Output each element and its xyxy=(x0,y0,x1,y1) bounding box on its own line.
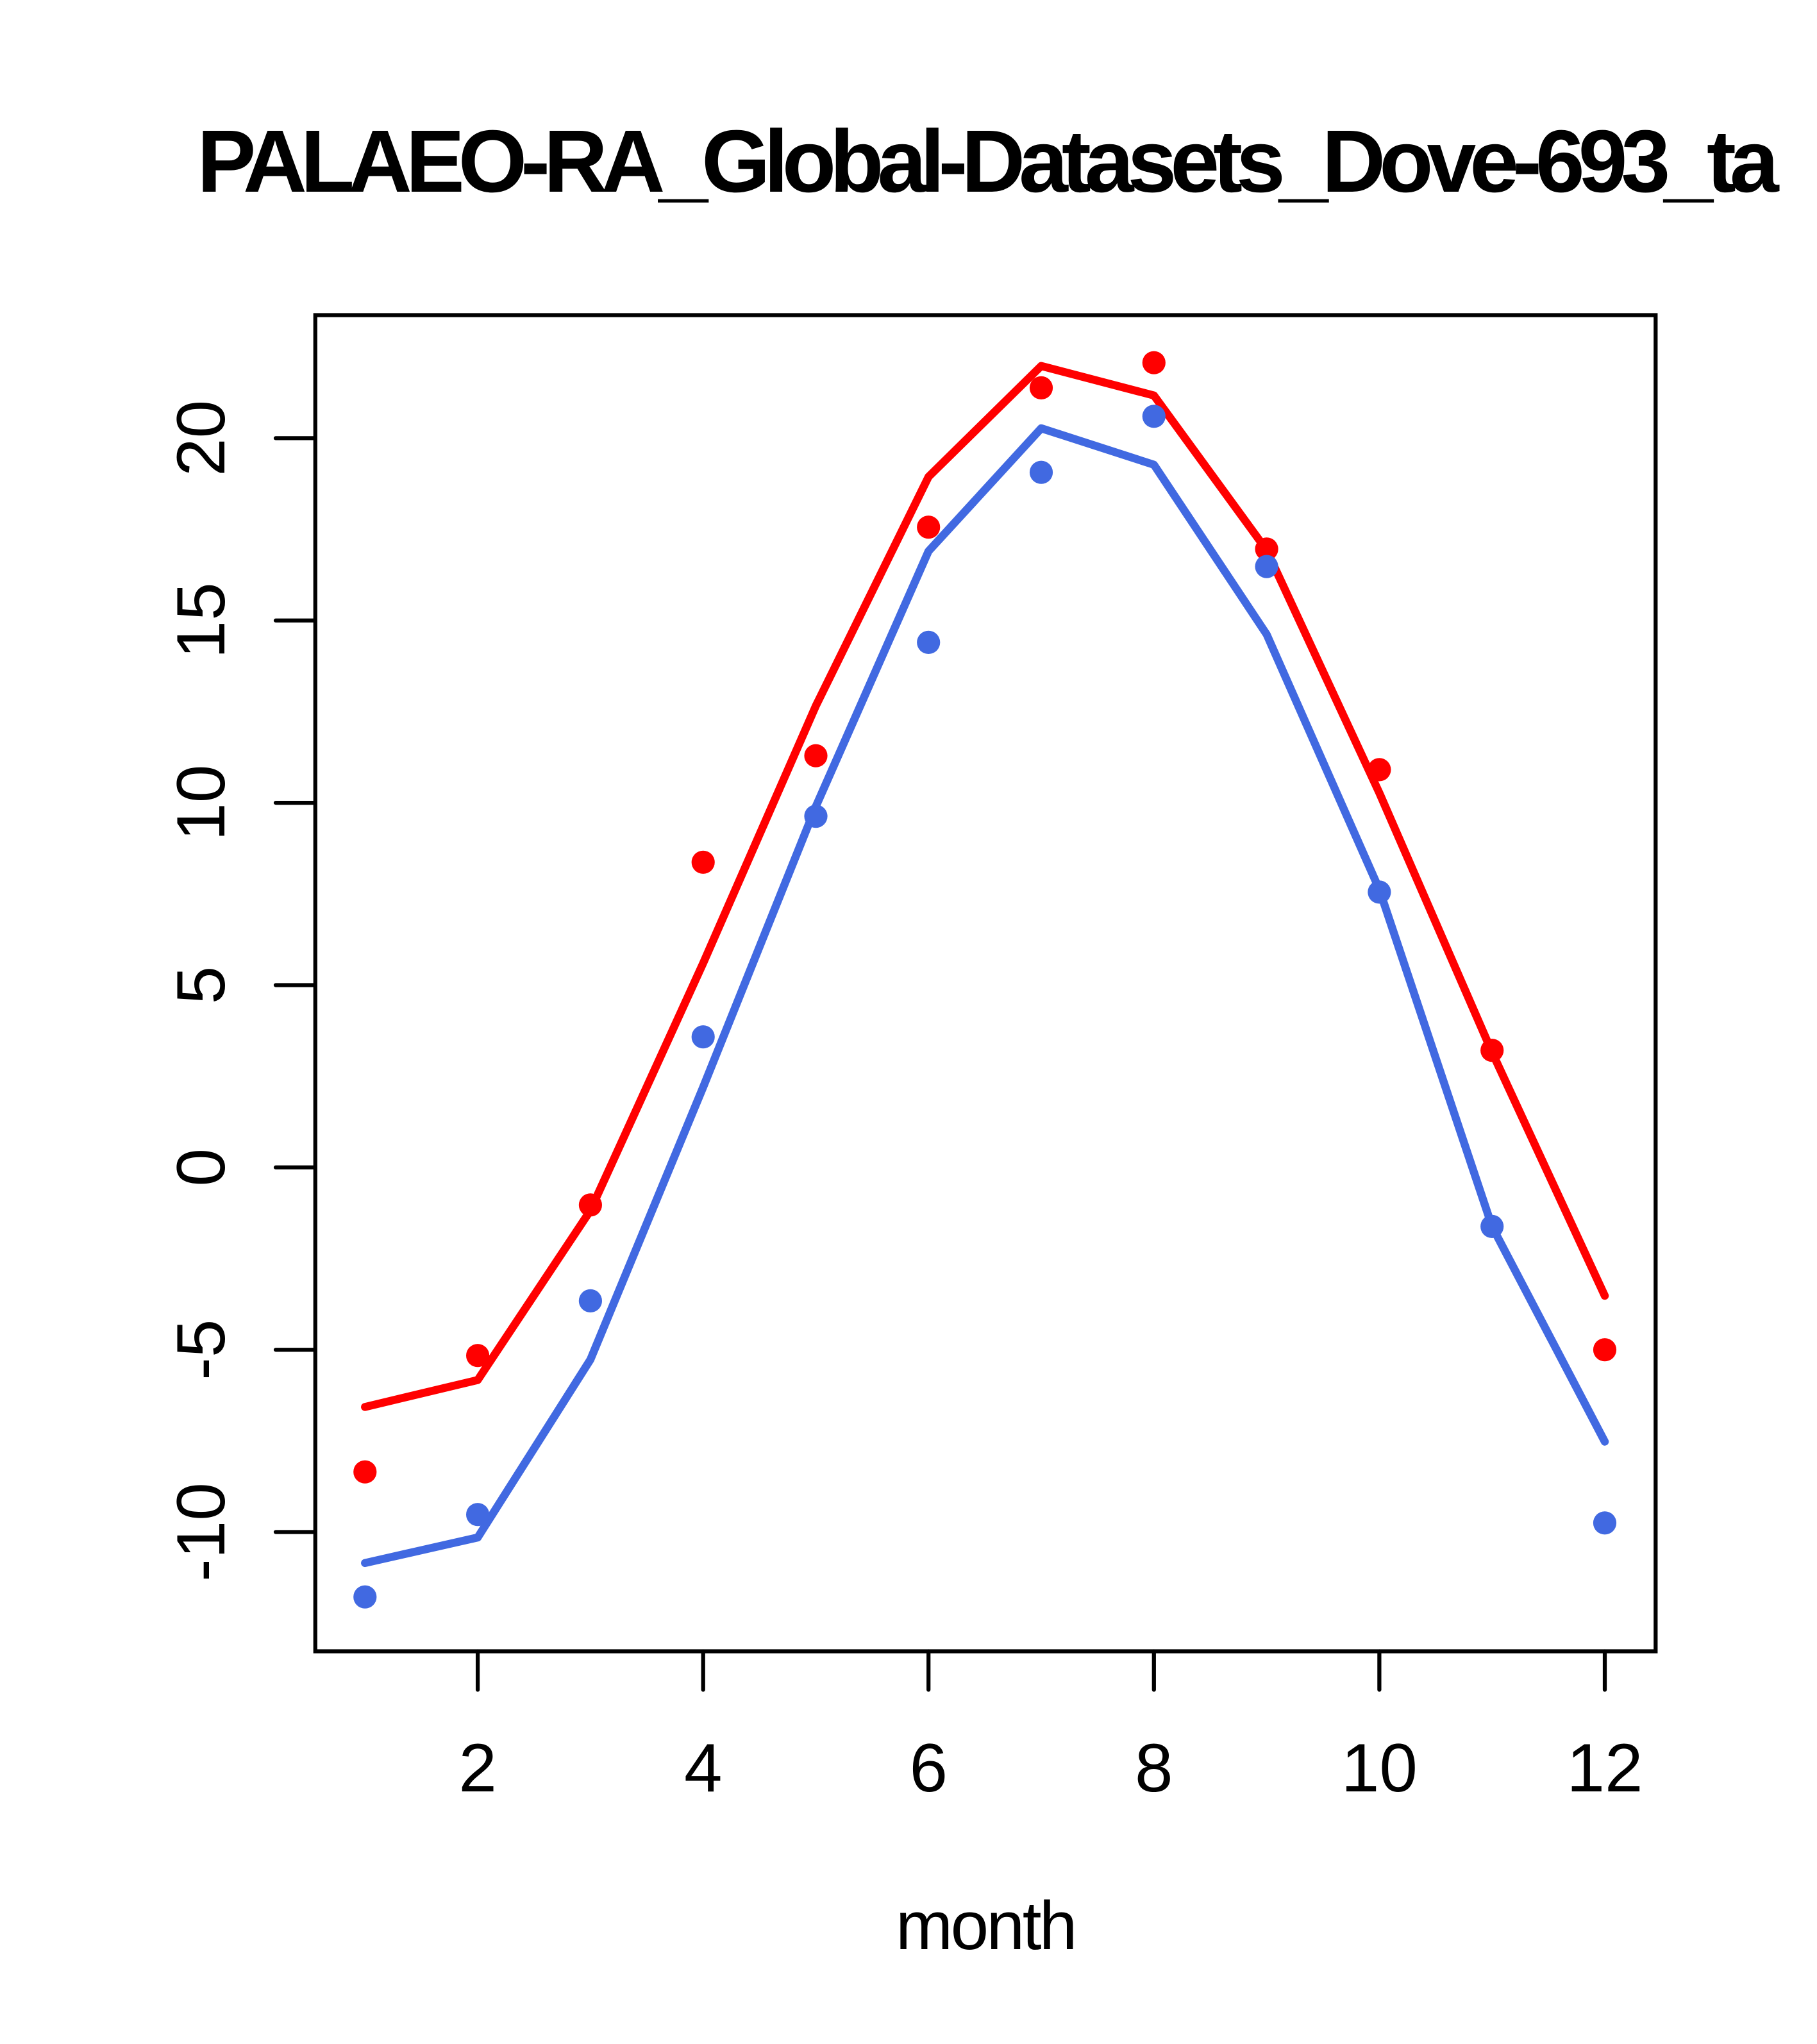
svg-text:-10: -10 xyxy=(162,1482,239,1582)
svg-text:10: 10 xyxy=(1341,1729,1418,1806)
svg-text:month: month xyxy=(896,1887,1075,1964)
svg-text:PALAEO-RA_Global-Datasets_Dove: PALAEO-RA_Global-Datasets_Dove-693_ta xyxy=(197,112,1780,211)
svg-text:5: 5 xyxy=(162,966,239,1005)
svg-text:8: 8 xyxy=(1135,1729,1173,1806)
svg-text:15: 15 xyxy=(162,582,239,658)
svg-text:0: 0 xyxy=(162,1148,239,1187)
svg-text:4: 4 xyxy=(684,1729,723,1806)
svg-text:20: 20 xyxy=(162,400,239,476)
svg-text:12: 12 xyxy=(1566,1729,1643,1806)
svg-text:2: 2 xyxy=(458,1729,497,1806)
svg-text:10: 10 xyxy=(162,765,239,841)
svg-text:6: 6 xyxy=(909,1729,948,1806)
svg-text:-5: -5 xyxy=(162,1319,239,1380)
